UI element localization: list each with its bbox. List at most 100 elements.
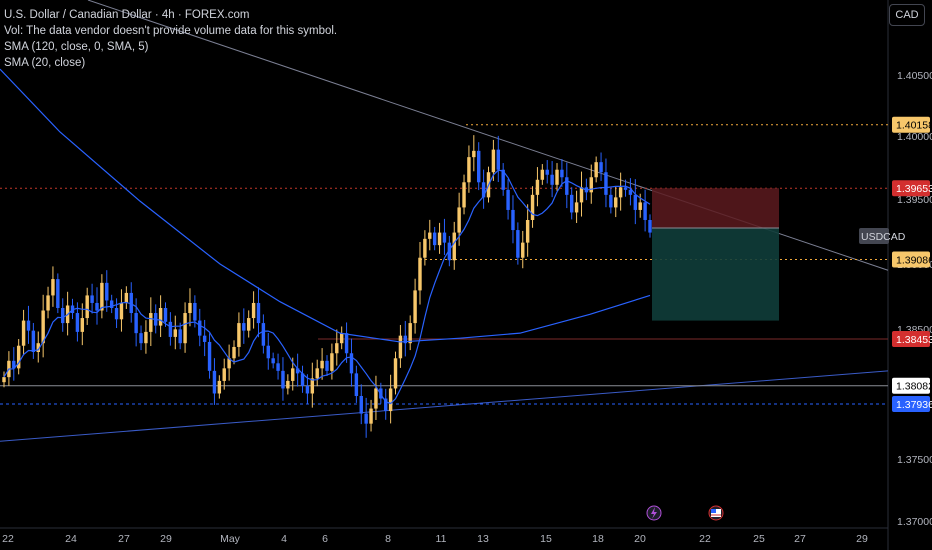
time-tick-label: 18 [592,533,604,545]
candle-body [418,257,422,291]
take-profit-zone[interactable] [652,228,779,321]
candle-body [144,331,148,344]
candle-body [315,368,319,379]
time-tick-label: 15 [540,533,552,545]
candle-body [403,335,408,344]
currency-button[interactable]: CAD [889,4,925,26]
candle-body [369,408,373,424]
chart-legend: U.S. Dollar / Canadian Dollar · 4h · FOR… [4,7,337,71]
candle-body [129,292,133,314]
candle-body [124,292,129,303]
price-tag-1.38453[interactable] [892,331,930,348]
price-tag-1.40158[interactable] [892,116,930,133]
candle-body [354,373,359,396]
sma-20-line[interactable] [3,169,651,405]
candle-body [569,194,574,213]
symbol-tag-text: USDCAD [861,231,906,243]
candle-body [261,323,266,346]
price-tag-1.38082[interactable] [892,377,930,394]
candle-body [589,177,593,193]
candle-body [344,333,349,354]
candle-body [437,232,442,246]
time-tick-label: 29 [160,533,172,545]
candle-body [16,345,21,369]
candle-body [452,232,456,261]
candle-body [163,308,168,322]
candle-body [134,313,138,334]
candle-body [217,380,222,394]
candle-body [310,378,315,394]
price-tag-1.37936[interactable] [892,396,930,413]
time-tick-label: 8 [385,533,391,545]
candle-body [232,346,236,359]
candle-body [242,323,246,331]
candle-body [428,232,432,239]
stop-loss-zone[interactable] [652,188,779,229]
candle-body [12,360,16,369]
candle-body [305,385,310,394]
candle-body [447,242,452,261]
candle-body [638,202,642,210]
candle-body [149,313,153,332]
flag-canton [711,509,716,513]
price-tag-text: 1.37936 [896,399,932,411]
candle-body [295,368,300,374]
candle-body [530,194,535,220]
time-tick-label: 11 [436,533,447,545]
price-tag-1.39086[interactable] [892,251,930,268]
candle-body [339,333,344,344]
legend-title: U.S. Dollar / Canadian Dollar · 4h · FOR… [4,9,250,21]
candle-body [511,209,515,231]
time-tick-label: 6 [322,533,328,545]
time-tick-label: 27 [118,533,130,545]
legend-sma-120[interactable]: SMA (120, close, 0, SMA, 5) [4,41,149,53]
time-tick-label: 29 [856,533,868,545]
candle-body [579,187,584,203]
candle-body [555,169,559,185]
candle-body [2,377,6,383]
candle-body [491,149,496,173]
candle-body [442,232,447,243]
candle-body [423,238,427,258]
candle-body [26,320,31,331]
candle-body [46,295,50,311]
price-tag-1.39653[interactable] [892,180,930,197]
candle-body [457,207,461,233]
candle-body [408,323,412,344]
price-tick-label: 1.39500 [897,194,932,206]
candle-body [359,396,363,414]
candle-body [550,174,554,185]
time-tick-label: 13 [477,533,489,545]
candle-body [291,368,295,381]
candle-body [90,295,94,303]
candle-body [614,197,618,208]
candle-body [604,172,608,195]
candle-body [51,279,55,296]
candle-body [393,358,398,389]
candle-body [472,150,476,158]
legend-sma-20[interactable]: SMA (20, close) [4,57,86,69]
candle-body [565,177,569,195]
symbol-tag[interactable] [859,228,889,245]
ascending-trendline[interactable] [0,370,889,442]
candle-body [432,232,437,246]
candle-body [114,308,119,320]
candle-body [574,202,579,213]
candle-body [168,321,173,337]
price-tick-label: 1.37500 [897,454,932,466]
time-tick-label: 22 [2,533,14,545]
candle-body [525,220,530,243]
price-tag-text: 1.38082 [896,381,932,393]
candle-body [325,360,329,371]
candle-body [349,353,354,374]
candle-body [476,150,481,183]
candle-body [540,169,545,180]
time-tick-label: 4 [281,533,287,545]
sma-120-line[interactable] [0,68,651,343]
legend-volume-note: Vol: The data vendor doesn't provide vol… [4,25,338,37]
candle-body [281,370,285,389]
candle-body [623,187,628,190]
price-tick-label: 1.37000 [897,516,932,528]
